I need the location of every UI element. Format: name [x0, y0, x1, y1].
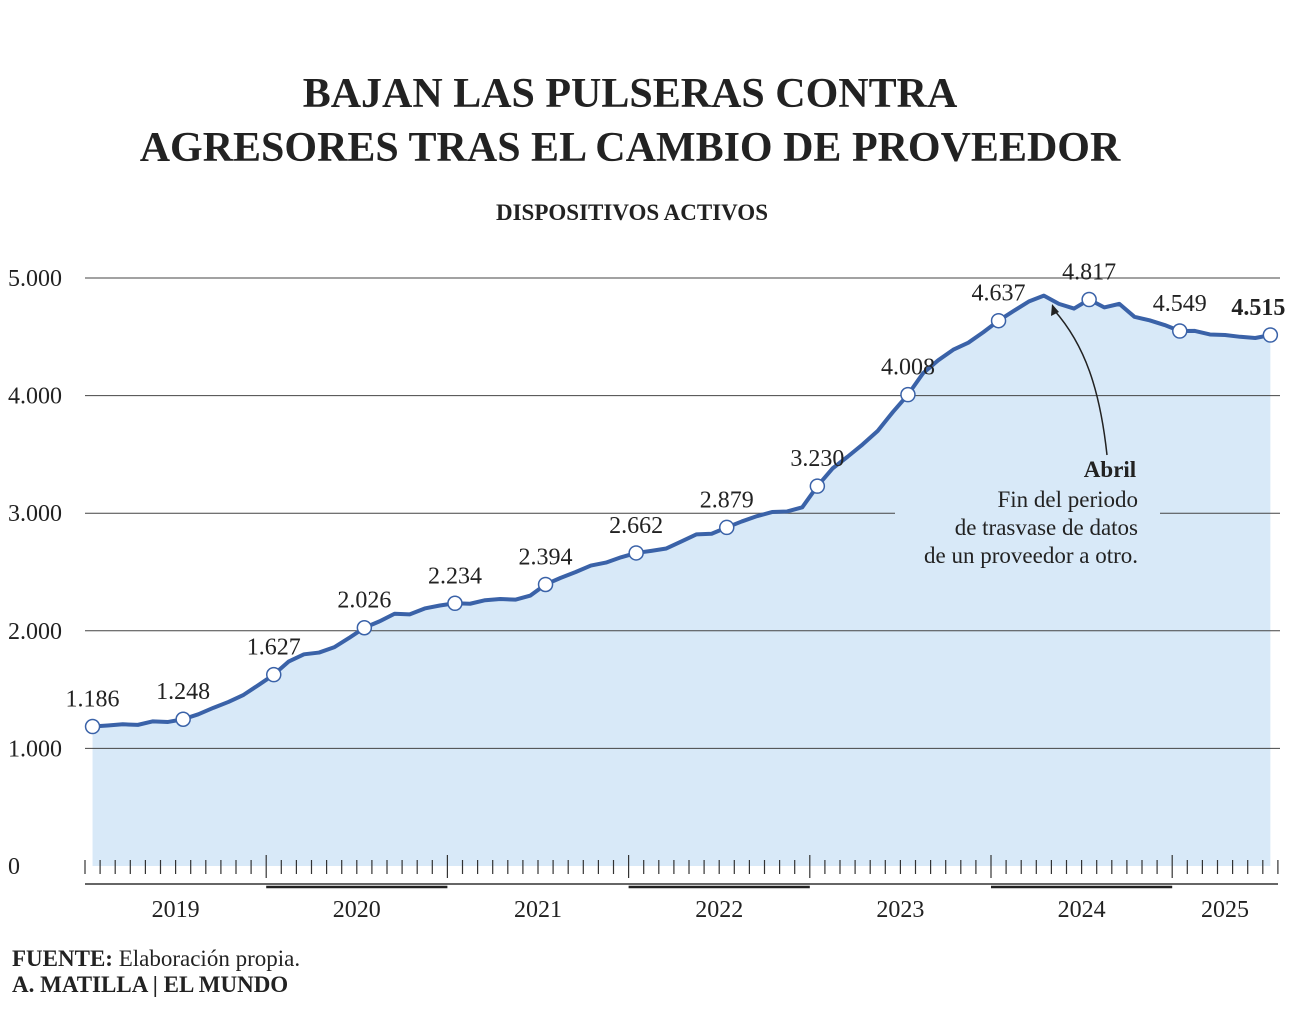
- marker: [84, 718, 101, 735]
- marker: [1262, 327, 1279, 343]
- value-label: 2.026: [337, 588, 391, 614]
- value-label: 1.186: [66, 687, 120, 713]
- x-tick-label: 2022: [695, 897, 743, 923]
- annotation-text: de un proveedor a otro.: [924, 543, 1138, 568]
- chart-title: AGRESORES TRAS EL CAMBIO DE PROVEEDOR: [140, 125, 1121, 171]
- value-label: 4.549: [1153, 291, 1207, 317]
- x-tick-label: 2025: [1201, 897, 1249, 923]
- marker: [719, 519, 735, 536]
- y-tick-label: 2.000: [8, 619, 62, 645]
- marker: [356, 619, 373, 636]
- marker: [537, 576, 554, 593]
- x-tick-label: 2020: [333, 897, 381, 923]
- annotation-arrowhead: [1051, 304, 1059, 316]
- x-tick-label: 2024: [1058, 897, 1106, 923]
- value-label: 4.515: [1231, 295, 1285, 321]
- marker: [990, 312, 1007, 329]
- annotation-text: de trasvase de datos: [955, 515, 1138, 540]
- value-label: 1.627: [247, 635, 301, 661]
- annotation-bg: [895, 505, 1160, 527]
- marker: [1081, 291, 1097, 308]
- marker: [900, 386, 916, 403]
- y-tick-label: 5.000: [8, 266, 62, 292]
- x-tick-label: 2023: [876, 897, 924, 923]
- x-tick-label: 2021: [514, 897, 562, 923]
- annotation-text: Fin del periodo: [997, 487, 1138, 512]
- area: [92, 295, 1271, 866]
- marker: [447, 595, 463, 612]
- value-label: 4.637: [972, 281, 1026, 307]
- y-tick-label: 4.000: [8, 384, 62, 410]
- marker: [1172, 323, 1188, 339]
- value-label: 2.662: [609, 513, 663, 539]
- source-label: FUENTE:: [12, 946, 113, 971]
- chart-title: BAJAN LAS PULSERAS CONTRA: [303, 71, 958, 117]
- value-label: 4.008: [881, 355, 935, 381]
- value-label: 4.817: [1062, 260, 1116, 286]
- value-label: 3.230: [790, 446, 844, 472]
- value-label: 2.394: [519, 544, 573, 570]
- x-tick-label: 2019: [152, 897, 200, 923]
- y-tick-label: 3.000: [8, 501, 62, 527]
- marker: [809, 478, 826, 494]
- credit: A. MATILLA | EL MUNDO: [12, 972, 288, 997]
- value-label: 2.879: [700, 487, 754, 513]
- value-label: 2.234: [428, 563, 482, 589]
- marker: [628, 545, 644, 561]
- y-tick-label: 0: [8, 854, 20, 880]
- line: [92, 293, 1271, 729]
- value-label: 1.248: [156, 679, 210, 705]
- marker: [266, 666, 282, 683]
- y-tick-label: 1.000: [8, 736, 62, 762]
- source-text: Elaboración propia.: [113, 946, 300, 971]
- chart-subtitle: DISPOSITIVOS ACTIVOS: [496, 200, 768, 225]
- annotation-title: Abril: [1084, 457, 1136, 482]
- marker: [175, 711, 191, 727]
- annotation-arrow: [1053, 309, 1108, 456]
- source: FUENTE: Elaboración propia.: [12, 946, 300, 971]
